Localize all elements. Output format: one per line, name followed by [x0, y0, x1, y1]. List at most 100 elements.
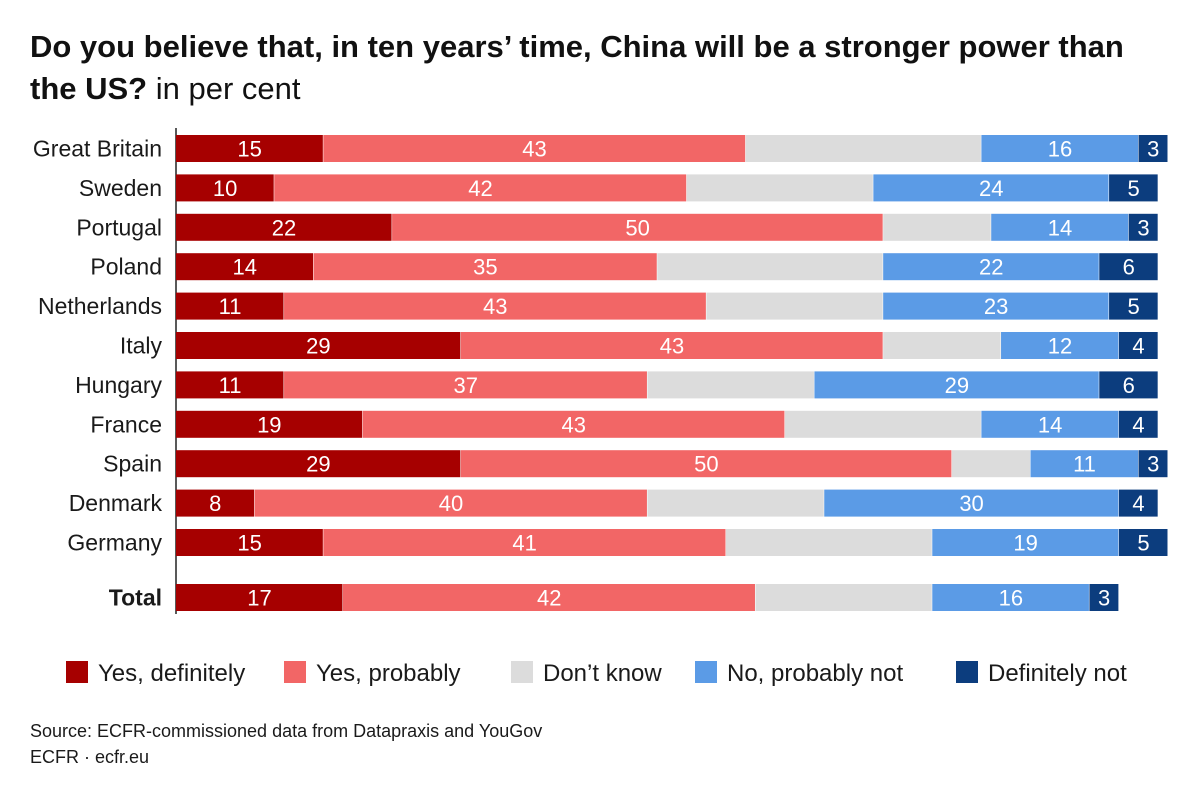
bar-segment-yes-probably: [460, 332, 883, 359]
bar-row-sweden: Sweden 10 42 24 5: [79, 174, 1158, 202]
data-label: 42: [468, 176, 492, 201]
data-label: 11: [1073, 452, 1096, 477]
bar-segment-definitely-not: [1138, 135, 1168, 162]
data-label: 15: [237, 531, 261, 556]
legend-label: Don’t know: [543, 660, 662, 687]
category-label: Sweden: [79, 175, 162, 201]
legend-item-definitely-not: Definitely not: [956, 660, 1127, 687]
data-label: 37: [453, 373, 477, 398]
category-label: Germany: [67, 530, 162, 556]
bar-segment-definitely-not: [1138, 450, 1168, 478]
bar-segment-don-t-know: [883, 213, 991, 241]
bar-row-netherlands: Netherlands 11 43 23 5: [38, 292, 1158, 320]
bar-segment-yes-definitely: [176, 371, 284, 399]
data-label: 23: [984, 294, 1008, 319]
data-label: 12: [1048, 334, 1072, 359]
data-label: 4: [1132, 334, 1144, 359]
bar-segment-don-t-know: [657, 253, 883, 281]
source-line: Source: ECFR-commissioned data from Data…: [30, 721, 543, 741]
bar-segment-yes-probably: [460, 450, 952, 478]
bar-row-italy: Italy 29 43 12 4: [120, 332, 1158, 359]
category-label: Great Britain: [33, 136, 162, 162]
bar-segment-yes-definitely: [176, 292, 284, 320]
bar-segment-yes-probably: [342, 584, 755, 611]
bar-segment-yes-definitely: [176, 253, 313, 281]
bar-segment-yes-probably: [284, 371, 647, 399]
category-label: Spain: [103, 451, 162, 477]
bar-segment-don-t-know: [686, 174, 873, 202]
data-label: 4: [1132, 412, 1144, 437]
data-label: 3: [1147, 452, 1159, 477]
bar-segment-yes-probably: [313, 253, 657, 281]
category-label: Total: [109, 585, 162, 611]
data-label: 41: [512, 531, 536, 556]
data-label: 11: [219, 373, 242, 398]
bar-segment-yes-definitely: [176, 213, 392, 241]
bar-segment-yes-probably: [362, 410, 785, 438]
bar-segment-yes-definitely: [176, 135, 323, 162]
data-label: 42: [537, 586, 561, 611]
bar-segment-don-t-know: [951, 450, 1030, 478]
data-label: 14: [1048, 215, 1072, 240]
legend-item-yes-definitely: Yes, definitely: [66, 660, 245, 687]
data-label: 17: [247, 586, 271, 611]
legend-label: Yes, probably: [316, 660, 461, 687]
legend-item-don-t-know: Don’t know: [511, 660, 662, 687]
bar-segment-yes-definitely: [176, 332, 461, 359]
data-label: 11: [219, 294, 242, 319]
data-label: 3: [1137, 215, 1149, 240]
bar-segment-yes-definitely: [176, 529, 323, 556]
data-label: 43: [522, 137, 546, 162]
bar-row-hungary: Hungary 11 37 29 6: [75, 371, 1158, 399]
bar-row-spain: Spain 29 50 11 3: [103, 450, 1168, 478]
bar-segment-yes-probably: [323, 529, 726, 556]
data-label: 19: [1013, 531, 1037, 556]
bar-segment-yes-definitely: [176, 584, 343, 611]
bar-row-denmark: Denmark 8 40 30 4: [69, 489, 1158, 517]
data-label: 29: [306, 452, 330, 477]
bar-segment-no-probably-not: [981, 135, 1139, 162]
bar-segment-no-probably-not: [883, 253, 1099, 281]
data-label: 50: [625, 215, 649, 240]
bar-segment-don-t-know: [745, 135, 981, 162]
legend-swatch: [695, 661, 717, 683]
data-label: 5: [1127, 294, 1139, 319]
bar-row-portugal: Portugal 22 50 14 3: [76, 213, 1158, 241]
chart-title: Do you believe that, in ten years’ time,…: [30, 26, 1170, 110]
bar-row-total: Total 17 42 16 3: [109, 584, 1119, 611]
bar-segment-definitely-not: [1118, 529, 1168, 556]
data-label: 29: [306, 334, 330, 359]
data-label: 6: [1123, 373, 1135, 398]
data-label: 19: [257, 412, 281, 437]
legend-item-yes-probably: Yes, probably: [284, 660, 461, 687]
bar-segment-definitely-not: [1109, 174, 1158, 202]
bar-segment-no-probably-not: [873, 174, 1109, 202]
data-label: 16: [1048, 137, 1072, 162]
bar-segment-no-probably-not: [824, 489, 1119, 517]
category-label: Italy: [120, 333, 163, 359]
bar-segment-yes-definitely: [176, 489, 255, 517]
bar-segment-definitely-not: [1128, 213, 1158, 241]
bar-segment-yes-probably: [274, 174, 687, 202]
bar-segment-don-t-know: [726, 529, 932, 556]
data-label: 43: [483, 294, 507, 319]
legend-item-no-probably-not: No, probably not: [695, 660, 903, 687]
legend: Yes, definitely Yes, probably Don’t know No…: [66, 660, 1127, 687]
bar-segment-definitely-not: [1118, 489, 1158, 517]
bar-segment-don-t-know: [647, 371, 814, 399]
bar-segment-don-t-know: [784, 410, 981, 438]
data-label: 43: [562, 412, 586, 437]
data-label: 4: [1132, 491, 1144, 516]
bar-segment-definitely-not: [1099, 253, 1158, 281]
bar-segment-definitely-not: [1099, 371, 1158, 399]
data-label: 40: [439, 491, 463, 516]
data-label: 5: [1137, 531, 1149, 556]
bar-segment-yes-probably: [284, 292, 706, 320]
data-label: 6: [1123, 255, 1135, 280]
bar-segment-don-t-know: [755, 584, 932, 611]
legend-swatch: [956, 661, 978, 683]
data-label: 35: [473, 255, 497, 280]
data-label: 14: [1038, 412, 1062, 437]
bar-segment-don-t-know: [647, 489, 824, 517]
